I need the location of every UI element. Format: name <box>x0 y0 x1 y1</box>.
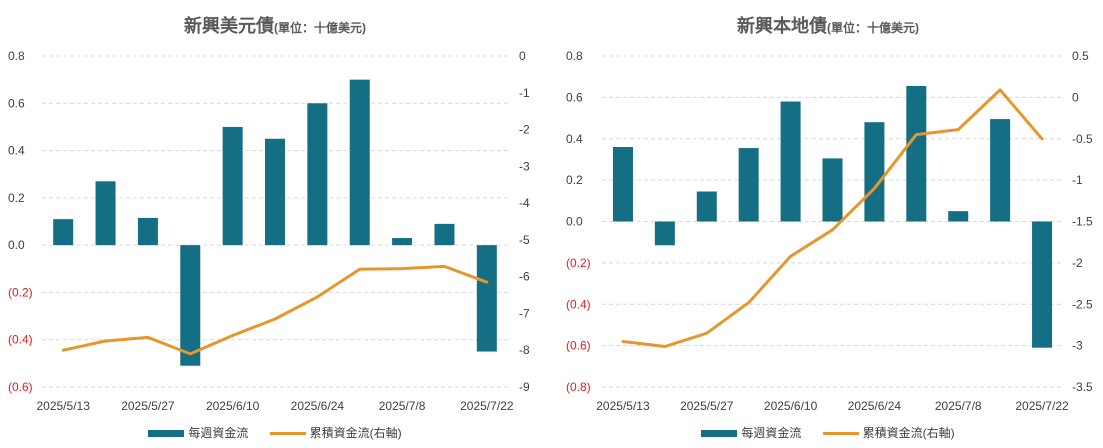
chart-plot: 0.8 0.6 0.4 0.2 0.0 (0.2) (0.4) (0.6) 0 -1 -2 -3 -4 -… <box>8 49 530 413</box>
bar <box>948 211 969 222</box>
bar <box>53 219 74 246</box>
chart-plot: 0.8 0.6 0.4 0.2 0.0 (0.2) (0.4) (0.6) (0.8) 0.5 0 -… <box>566 49 1093 413</box>
y-left-tick-label: 0.8 <box>8 49 25 63</box>
y-left-tick-label: (0.8) <box>566 380 591 394</box>
x-tick-label: 2025/7/8 <box>935 399 982 413</box>
y-right-tick-label: -0.5 <box>1072 132 1093 146</box>
y-left-tick-label: (0.4) <box>566 297 591 311</box>
y-left-tick-label: (0.6) <box>566 339 591 353</box>
chart-title-unit: (單位：十億美元) <box>827 21 919 35</box>
y-right-tick-label: -1.5 <box>1072 215 1093 229</box>
legend-item-weekly-flow: 每週資金流 <box>148 424 248 441</box>
bar <box>738 148 759 222</box>
legend-line-swatch <box>269 432 306 436</box>
y-right-tick-label: -3.5 <box>1072 380 1093 394</box>
legend-label-weekly-flow: 每週資金流 <box>188 426 249 440</box>
chart-title-unit: (單位：十億美元) <box>274 21 366 35</box>
legend-item-weekly-flow: 每週資金流 <box>701 424 801 441</box>
legend-label-weekly-flow: 每週資金流 <box>741 426 802 440</box>
bar <box>180 245 201 366</box>
y-right-tick-label: -2 <box>1072 256 1083 270</box>
bar <box>654 221 675 246</box>
x-tick-label: 2025/6/24 <box>291 399 345 413</box>
bar <box>137 217 158 246</box>
bar <box>990 119 1011 222</box>
y-right-tick-label: 0 <box>519 49 526 63</box>
bar <box>864 122 885 222</box>
chart-title-main: 新興本地債 <box>737 16 827 36</box>
bar <box>95 181 116 246</box>
y-left-tick-label: 0.2 <box>8 191 25 205</box>
y-right-tick-label: -3 <box>1072 339 1083 353</box>
x-tick-label: 2025/7/22 <box>460 399 514 413</box>
y-left-tick-label: 0.0 <box>566 215 583 229</box>
y-left-tick-label: 0.4 <box>566 132 583 146</box>
bar <box>476 245 497 352</box>
legend-bar-swatch <box>701 430 738 438</box>
cumulative-flow-line <box>621 88 1044 348</box>
y-left-tick-label: 0.6 <box>8 96 25 110</box>
x-tick-label: 2025/5/27 <box>680 399 734 413</box>
bar <box>906 85 927 222</box>
legend-bar-swatch <box>148 430 185 438</box>
y-right-tick-label: -8 <box>519 343 530 357</box>
chart-title-main: 新興美元債 <box>184 16 274 36</box>
chart-legend: 每週資金流 累積資金流(右軸) <box>553 424 1103 441</box>
legend-item-cumulative-flow: 累積資金流(右軸) <box>822 424 955 441</box>
bar <box>222 126 243 246</box>
bar <box>434 223 455 246</box>
x-tick-label: 2025/5/13 <box>36 399 90 413</box>
legend-label-cumulative-flow: 累積資金流(右軸) <box>862 426 955 440</box>
bar <box>780 101 801 222</box>
y-right-tick-label: -4 <box>519 196 530 210</box>
y-left-tick-label: (0.2) <box>8 285 33 299</box>
legend-label-cumulative-flow: 累積資金流(右軸) <box>309 426 402 440</box>
x-tick-label: 2025/6/10 <box>764 399 818 413</box>
x-tick-label: 2025/5/13 <box>596 399 650 413</box>
y-left-tick-label: 0.4 <box>8 144 25 158</box>
y-right-tick-label: -2.5 <box>1072 297 1093 311</box>
y-right-tick-label: -2 <box>519 123 530 137</box>
y-right-tick-label: 0 <box>1072 90 1079 104</box>
y-left-tick-label: (0.6) <box>8 380 33 394</box>
bar <box>1032 221 1053 348</box>
chart-legend: 每週資金流 累積資金流(右軸) <box>0 424 550 441</box>
y-right-tick-label: -3 <box>519 159 530 173</box>
bar <box>392 238 413 246</box>
y-right-tick-label: -6 <box>519 270 530 284</box>
y-left-tick-label: 0.6 <box>566 90 583 104</box>
y-right-tick-label: -9 <box>519 380 530 394</box>
y-left-tick-label: 0.0 <box>8 238 25 252</box>
x-tick-label: 2025/6/24 <box>848 399 902 413</box>
y-right-tick-label: -7 <box>519 306 530 320</box>
bar <box>265 138 285 246</box>
y-right-tick-label: -1 <box>519 86 530 100</box>
chart-title: 新興美元債(單位：十億美元) <box>0 12 550 38</box>
x-tick-label: 2025/7/8 <box>379 399 426 413</box>
legend-line-swatch <box>822 432 859 436</box>
x-tick-label: 2025/6/10 <box>206 399 260 413</box>
x-tick-label: 2025/5/27 <box>121 399 175 413</box>
x-tick-label: 2025/7/22 <box>1015 399 1069 413</box>
legend-item-cumulative-flow: 累積資金流(右軸) <box>269 424 402 441</box>
y-left-tick-label: (0.2) <box>566 256 591 270</box>
bar <box>349 79 370 246</box>
cumulative-flow-line <box>61 264 489 356</box>
bar <box>307 103 328 246</box>
bar <box>612 147 633 222</box>
y-left-tick-label: (0.4) <box>8 333 33 347</box>
bar <box>696 191 717 222</box>
y-right-tick-label: -1 <box>1072 173 1083 187</box>
y-right-tick-label: -5 <box>519 233 530 247</box>
y-left-tick-label: 0.2 <box>566 173 583 187</box>
chart-panel-em-usd-bonds: 新興美元債(單位：十億美元) 0.8 0.6 0.4 0.2 0.0 (0.2) (0.4)… <box>0 0 550 448</box>
bar <box>822 158 843 222</box>
y-right-tick-label: 0.5 <box>1072 49 1089 63</box>
chart-panel-em-local-bonds: 新興本地債(單位：十億美元) 0.8 0.6 0.4 0.2 0.0 (0.2) (0.4)… <box>553 0 1103 448</box>
chart-title: 新興本地債(單位：十億美元) <box>553 12 1103 38</box>
y-left-tick-label: 0.8 <box>566 49 583 63</box>
